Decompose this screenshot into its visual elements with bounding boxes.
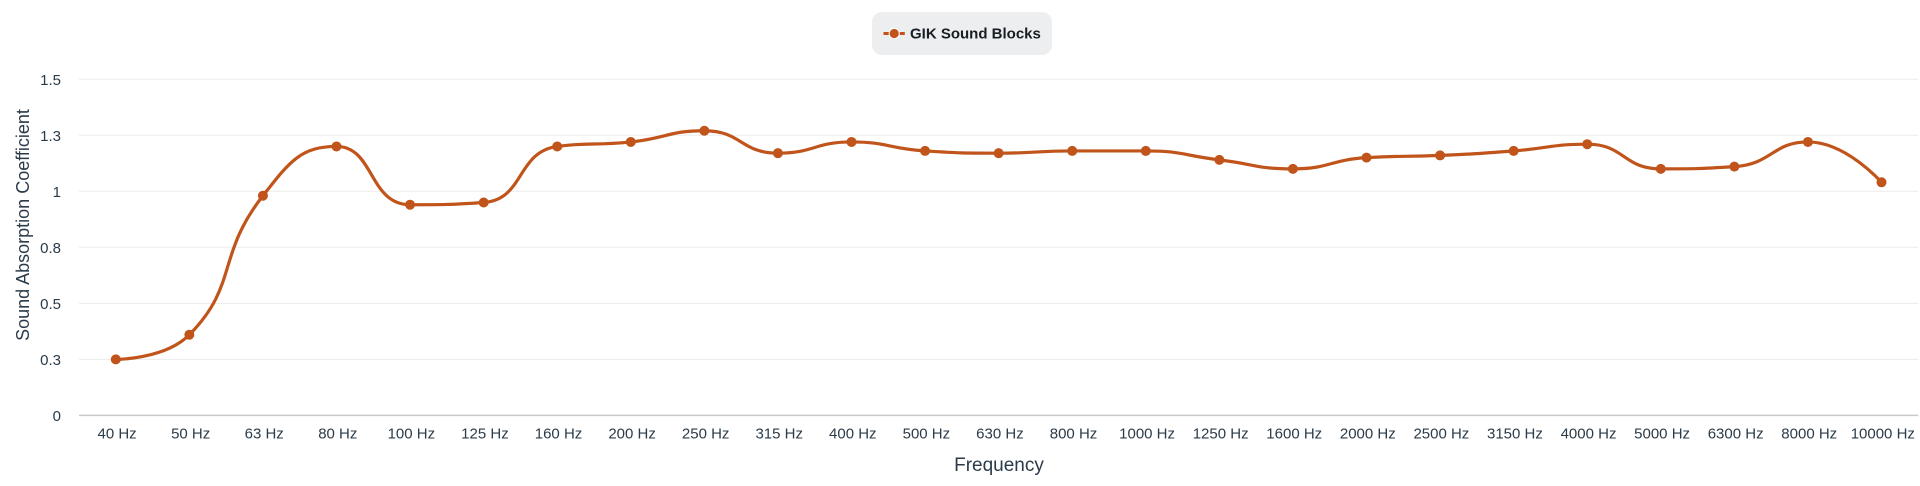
- svg-text:1600 Hz: 1600 Hz: [1266, 426, 1322, 443]
- svg-text:1: 1: [53, 184, 61, 201]
- svg-text:1250 Hz: 1250 Hz: [1193, 426, 1249, 443]
- svg-text:0.8: 0.8: [40, 240, 61, 257]
- svg-text:50 Hz: 50 Hz: [171, 426, 210, 443]
- svg-text:1000 Hz: 1000 Hz: [1119, 426, 1175, 443]
- svg-text:10000 Hz: 10000 Hz: [1851, 426, 1915, 443]
- svg-text:400 Hz: 400 Hz: [829, 426, 877, 443]
- svg-text:80 Hz: 80 Hz: [318, 426, 357, 443]
- svg-text:2000 Hz: 2000 Hz: [1340, 426, 1396, 443]
- svg-text:0.3: 0.3: [40, 352, 61, 369]
- svg-text:6300 Hz: 6300 Hz: [1708, 426, 1764, 443]
- svg-text:125 Hz: 125 Hz: [461, 426, 509, 443]
- svg-text:5000 Hz: 5000 Hz: [1634, 426, 1690, 443]
- svg-text:63 Hz: 63 Hz: [245, 426, 284, 443]
- svg-text:1.5: 1.5: [40, 72, 61, 89]
- svg-text:1.3: 1.3: [40, 128, 61, 145]
- svg-text:200 Hz: 200 Hz: [608, 426, 656, 443]
- svg-text:GIK Sound Blocks: GIK Sound Blocks: [910, 26, 1041, 43]
- svg-text:Sound Absorption Coefficient: Sound Absorption Coefficient: [13, 109, 33, 341]
- svg-text:4000 Hz: 4000 Hz: [1561, 426, 1617, 443]
- svg-text:250 Hz: 250 Hz: [682, 426, 730, 443]
- svg-text:315 Hz: 315 Hz: [755, 426, 803, 443]
- svg-text:Frequency: Frequency: [954, 455, 1044, 476]
- svg-text:630 Hz: 630 Hz: [976, 426, 1024, 443]
- svg-text:2500 Hz: 2500 Hz: [1413, 426, 1469, 443]
- svg-text:100 Hz: 100 Hz: [388, 426, 436, 443]
- svg-text:40 Hz: 40 Hz: [97, 426, 136, 443]
- svg-text:8000 Hz: 8000 Hz: [1781, 426, 1837, 443]
- svg-text:0: 0: [53, 408, 61, 425]
- svg-text:500 Hz: 500 Hz: [903, 426, 951, 443]
- svg-text:0.5: 0.5: [40, 296, 61, 313]
- svg-text:800 Hz: 800 Hz: [1050, 426, 1098, 443]
- svg-text:3150 Hz: 3150 Hz: [1487, 426, 1543, 443]
- svg-text:160 Hz: 160 Hz: [535, 426, 583, 443]
